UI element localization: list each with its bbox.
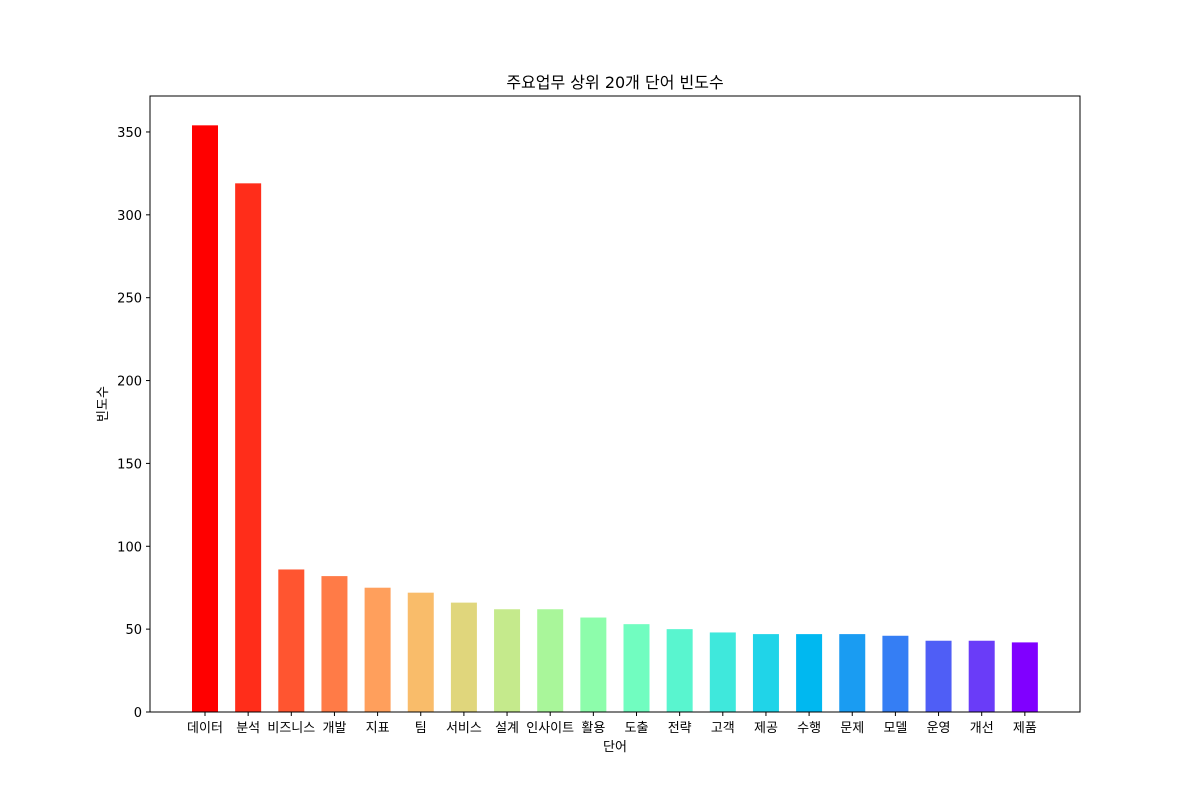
x-tick-label: 고객 bbox=[711, 721, 735, 736]
y-tick-label: 150 bbox=[117, 457, 142, 472]
y-tick-label: 200 bbox=[117, 375, 142, 390]
bar-9 bbox=[537, 609, 564, 712]
x-tick-label: 제공 bbox=[754, 721, 778, 736]
x-tick-label: 분석 bbox=[236, 721, 260, 736]
x-tick-label: 데이터 bbox=[187, 721, 223, 736]
y-tick-label: 50 bbox=[125, 623, 142, 638]
x-tick-label: 운영 bbox=[927, 721, 951, 736]
x-tick-label: 제품 bbox=[1013, 721, 1037, 736]
y-tick-label: 250 bbox=[117, 292, 142, 307]
y-axis: 0 50 100 150 200 250 300 350 bbox=[117, 126, 150, 721]
y-tick-label: 300 bbox=[117, 209, 142, 224]
x-tick-label: 개선 bbox=[970, 721, 994, 736]
bar-1 bbox=[192, 125, 218, 713]
bar-4 bbox=[321, 576, 348, 712]
x-tick-label: 도출 bbox=[625, 721, 649, 736]
x-axis: 데이터 분석 비즈니스 개발 지표 팀 서비스 설계 인사이트 활용 도출 전략 고객 제공 수행 문제 모델 운… bbox=[187, 712, 1037, 736]
bar-18 bbox=[925, 640, 952, 712]
bar-2 bbox=[235, 183, 262, 712]
bars-layer bbox=[192, 125, 1038, 713]
bar-20 bbox=[1011, 642, 1038, 712]
bar-17 bbox=[882, 635, 909, 712]
bar-5 bbox=[364, 587, 391, 712]
x-tick-label: 문제 bbox=[840, 721, 864, 736]
bar-8 bbox=[494, 609, 521, 712]
x-tick-label: 지표 bbox=[366, 721, 390, 736]
x-tick-label: 활용 bbox=[581, 721, 605, 736]
bar-13 bbox=[709, 632, 736, 712]
x-tick-label: 전략 bbox=[668, 721, 692, 736]
x-axis-label: 단어 bbox=[603, 740, 627, 755]
x-tick-label: 설계 bbox=[495, 721, 519, 736]
bar-6 bbox=[407, 592, 434, 712]
chart-title: 주요업무 상위 20개 단어 빈도수 bbox=[506, 73, 723, 92]
y-tick-label: 100 bbox=[117, 540, 142, 555]
x-tick-label: 비즈니스 bbox=[267, 721, 315, 736]
bar-19 bbox=[968, 640, 995, 712]
bar-15 bbox=[796, 634, 823, 712]
bar-11 bbox=[623, 624, 650, 712]
plot-frame bbox=[149, 95, 1081, 713]
x-tick-label: 수행 bbox=[797, 720, 821, 736]
x-tick-label: 인사이트 bbox=[526, 721, 574, 736]
bar-7 bbox=[450, 602, 477, 712]
y-tick-label: 350 bbox=[117, 126, 142, 141]
bar-16 bbox=[839, 634, 866, 712]
x-tick-label: 팀 bbox=[415, 721, 427, 736]
y-axis-label: 빈도수 bbox=[96, 386, 111, 422]
bar-12 bbox=[666, 629, 693, 712]
y-tick-label: 0 bbox=[134, 706, 142, 721]
bar-3 bbox=[278, 569, 305, 712]
x-tick-label: 서비스 bbox=[446, 721, 482, 736]
bar-14 bbox=[752, 634, 779, 712]
x-tick-label: 개발 bbox=[322, 721, 346, 736]
bar-10 bbox=[580, 617, 607, 712]
x-tick-label: 모델 bbox=[883, 721, 907, 736]
